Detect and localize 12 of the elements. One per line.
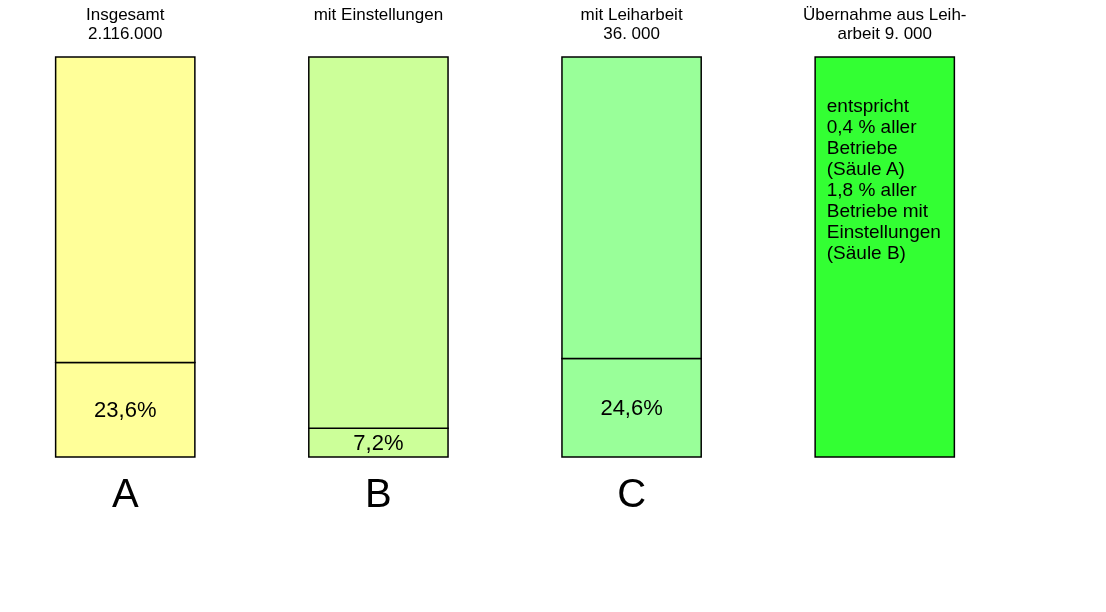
data-label: 24,6% bbox=[600, 394, 663, 420]
x-tick-label: Übernahme aus Leih- arbeit 9. 000 bbox=[803, 4, 967, 43]
data-label: 23,6% bbox=[94, 396, 157, 422]
bar bbox=[814, 56, 956, 458]
text: B bbox=[365, 471, 392, 515]
text: A bbox=[111, 471, 139, 515]
x-tick-label: mit Einstellungen bbox=[313, 4, 444, 24]
x-tick-label: mit Leiharbeit 36. 000 bbox=[580, 4, 683, 43]
annotation: entspricht 0,4 % aller Betriebe (Säule A) 1,8 % aller Betriebe mit Einstellungen (Säule B) bbox=[826, 95, 941, 263]
data-label: 7,2% bbox=[353, 429, 404, 455]
x-tick-label: Insgesamt 2.116.000 bbox=[86, 4, 165, 43]
text: C bbox=[617, 471, 647, 515]
